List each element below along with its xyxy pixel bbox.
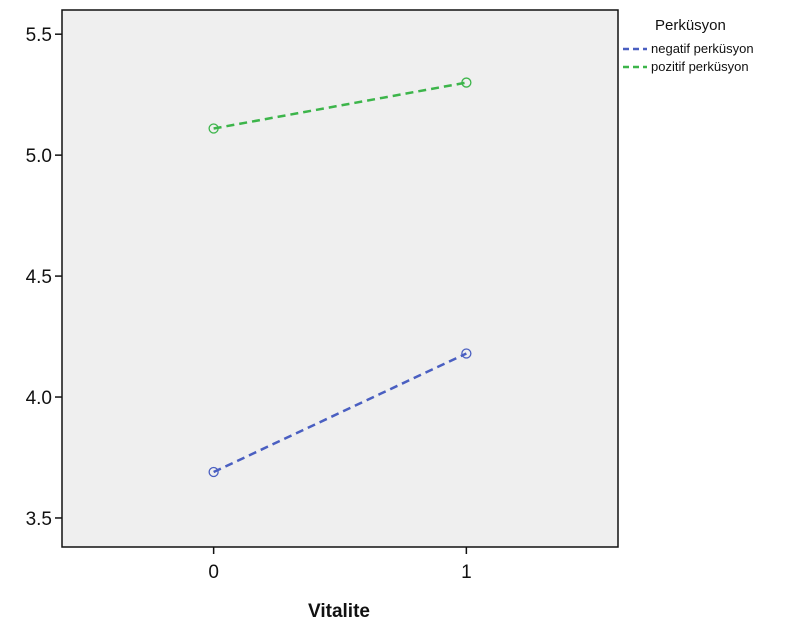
y-tick-label: 5.5 <box>26 25 52 46</box>
x-tick-label: 1 <box>461 562 472 583</box>
series-line <box>213 352 467 474</box>
data-point-marker <box>461 348 472 359</box>
legend-entry-label: negatif perküsyon <box>651 41 754 56</box>
y-tick-label: 5.0 <box>26 146 52 167</box>
y-tick-label: 4.0 <box>26 388 52 409</box>
y-axis: 3.5 4.0 4.5 5.0 5.5 <box>26 25 62 530</box>
legend: Perküsyon negatif perküsyon pozitif perkü… <box>623 17 754 74</box>
legend-entry-label: pozitif perküsyon <box>651 59 749 74</box>
data-point-marker <box>461 77 472 88</box>
legend-title: Perküsyon <box>655 17 726 34</box>
y-tick-label: 4.5 <box>26 267 52 288</box>
data-point-marker <box>208 466 219 478</box>
data-point-marker <box>208 123 219 134</box>
y-tick-label: 3.5 <box>26 509 52 530</box>
legend-items: negatif perküsyon pozitif perküsyon <box>623 41 754 74</box>
plot-area <box>61 9 619 548</box>
x-axis-title: Vitalite <box>308 601 370 622</box>
series-layer <box>208 77 472 478</box>
series-line <box>213 81 467 130</box>
x-tick-label: 0 <box>208 562 219 583</box>
